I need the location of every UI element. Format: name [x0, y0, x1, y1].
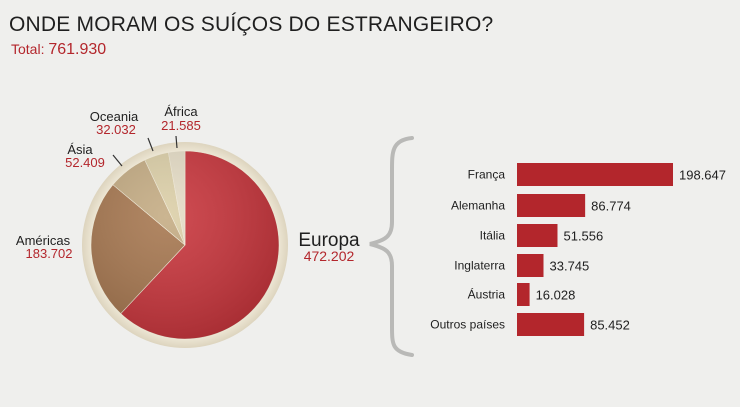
- bar-category-franca: França: [468, 168, 506, 182]
- leader-line-africa: [175, 135, 178, 149]
- pie-label-africa: África: [164, 104, 198, 119]
- bar-value-inglaterra: 33.745: [550, 259, 590, 274]
- bar-alemanha: [517, 194, 586, 217]
- pie-label-oceania: Oceania: [90, 109, 139, 124]
- leader-line-asia: [112, 154, 123, 167]
- bar-category-outros-paises: Outros países: [430, 318, 505, 332]
- pie-label-americas: Américas: [16, 233, 71, 248]
- chart-title: ONDE MORAM OS SUÍÇOS DO ESTRANGEIRO?: [9, 13, 494, 36]
- pie-value-africa: 21.585: [161, 118, 201, 133]
- bar-value-italia: 51.556: [563, 229, 603, 244]
- pie-value-oceania: 32.032: [96, 122, 136, 137]
- pie-value-americas: 183.702: [26, 246, 73, 261]
- bar-italia: [517, 224, 558, 247]
- pie-slices: [90, 150, 280, 340]
- pie-value-europa: 472.202: [304, 248, 355, 264]
- bar-value-outros-paises: 85.452: [590, 318, 630, 333]
- bar-inglaterra: [517, 254, 544, 277]
- pie-label-asia: Ásia: [67, 142, 93, 157]
- bar-outros-paises: [517, 313, 585, 336]
- bar-category-italia: Itália: [480, 229, 506, 243]
- bar-category-inglaterra: Inglaterra: [454, 259, 505, 273]
- pie-label-europa: Europa: [298, 230, 360, 251]
- total-value: 761.930: [48, 41, 107, 58]
- bar-chart: França 198.647 Alemanha 86.774 Itália 51.556 I…: [430, 163, 726, 336]
- leader-line-oceania: [147, 137, 154, 152]
- brace-connector: [369, 136, 414, 357]
- bar-value-austria: 16.028: [536, 288, 576, 303]
- bar-category-austria: Áustria: [468, 287, 506, 302]
- total-line: Total: 761.930: [11, 41, 106, 59]
- bar-austria: [517, 283, 530, 306]
- pie-value-asia: 52.409: [65, 155, 105, 170]
- bar-value-franca: 198.647: [679, 168, 726, 183]
- bar-franca: [517, 163, 673, 186]
- bar-value-alemanha: 86.774: [591, 199, 631, 214]
- bar-category-alemanha: Alemanha: [451, 199, 505, 213]
- total-label: Total:: [11, 41, 45, 57]
